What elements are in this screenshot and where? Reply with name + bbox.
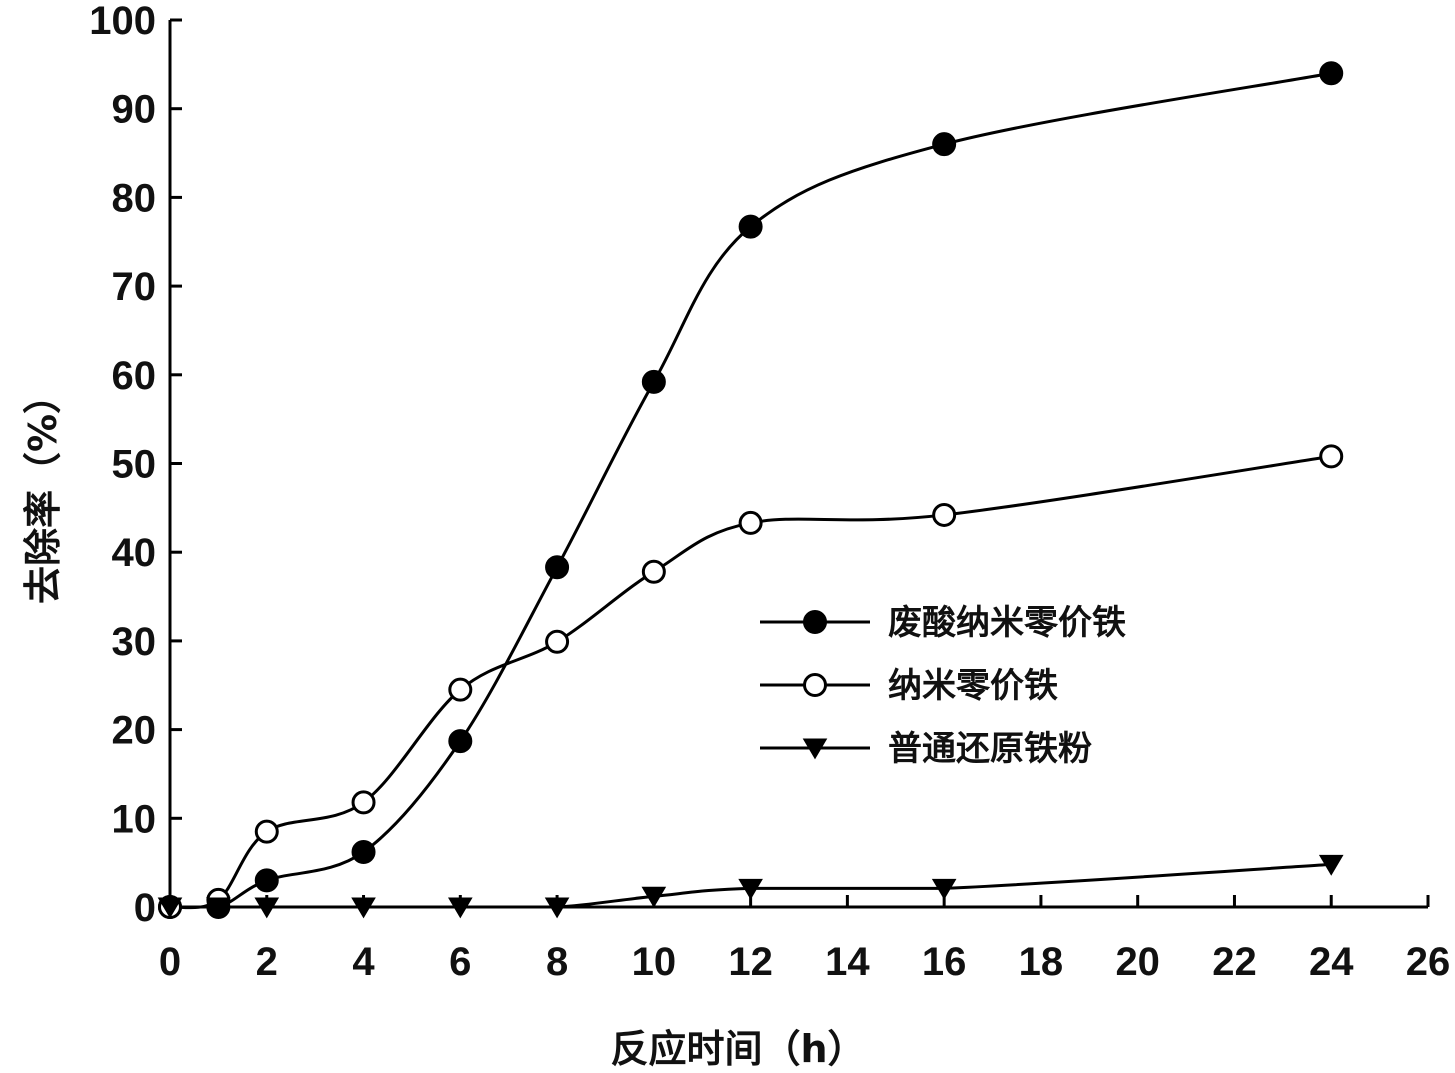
x-tick-label: 20 [1115, 940, 1160, 984]
data-point-series-1 [641, 369, 666, 394]
y-axis-title: 去除率（%） [21, 376, 65, 604]
data-point-series-3 [1318, 854, 1344, 876]
x-tick-label: 26 [1406, 940, 1451, 984]
data-point-series-1 [932, 132, 957, 157]
data-point-series-2 [738, 510, 763, 535]
y-tick-label: 30 [112, 620, 157, 664]
data-point-series-3 [738, 878, 763, 900]
data-point-series-1 [545, 555, 570, 580]
data-point-series-3 [641, 886, 667, 908]
data-point-series-1 [448, 729, 473, 754]
data-point-series-2 [254, 819, 279, 844]
y-tick-label: 60 [112, 354, 157, 398]
x-tick-label: 18 [1019, 940, 1064, 984]
y-tick-label: 80 [112, 176, 157, 220]
data-point-series-3 [447, 897, 473, 919]
data-point-series-2 [641, 559, 666, 584]
legend-marker [803, 610, 827, 634]
y-tick-label: 0 [134, 886, 156, 930]
y-tick-label: 90 [112, 88, 157, 132]
data-point-series-1 [351, 840, 376, 865]
x-tick-label: 2 [256, 940, 278, 984]
data-point-series-1 [738, 214, 763, 239]
axes [168, 18, 1430, 909]
data-point-series-2 [1319, 444, 1344, 469]
data-point-series-3 [351, 897, 376, 919]
x-tick-label: 8 [546, 940, 568, 984]
x-axis-title: 反应时间（h） [610, 1027, 865, 1071]
x-tick-label: 24 [1309, 940, 1354, 984]
data-point-series-1 [254, 868, 279, 893]
y-tick-label: 40 [112, 531, 157, 575]
x-tick-label: 16 [922, 940, 967, 984]
x-tick-label: 12 [728, 940, 773, 984]
y-tick-label: 50 [112, 443, 157, 487]
data-point-series-3 [157, 897, 183, 919]
legend-marker [803, 673, 827, 697]
legend-label: 普通还原铁粉 [888, 729, 1092, 769]
y-tick-label: 70 [112, 265, 157, 309]
series-lines [169, 71, 1332, 910]
x-tick-label: 22 [1212, 940, 1257, 984]
x-tick-label: 4 [352, 940, 375, 984]
series-line-1 [169, 71, 1332, 909]
x-tick-label: 6 [449, 940, 471, 984]
legend-label: 纳米零价铁 [888, 666, 1058, 706]
x-tick-label: 0 [159, 940, 181, 984]
y-tick-label: 100 [89, 0, 156, 43]
y-tick-label: 20 [112, 709, 157, 753]
data-point-series-2 [448, 677, 473, 702]
data-point-series-3 [254, 897, 280, 919]
legend-marker [802, 738, 828, 760]
data-point-series-2 [545, 629, 570, 654]
data-point-series-3 [544, 897, 570, 919]
data-points [157, 61, 1344, 919]
x-tick-label: 14 [825, 940, 870, 984]
legend-label: 废酸纳米零价铁 [888, 603, 1126, 643]
x-tick-label: 10 [632, 940, 677, 984]
data-point-series-3 [206, 897, 231, 919]
data-point-series-1 [1319, 61, 1344, 86]
y-tick-label: 10 [112, 797, 157, 841]
data-point-series-2 [932, 502, 957, 527]
data-point-series-2 [351, 790, 376, 815]
data-point-series-3 [931, 878, 957, 900]
